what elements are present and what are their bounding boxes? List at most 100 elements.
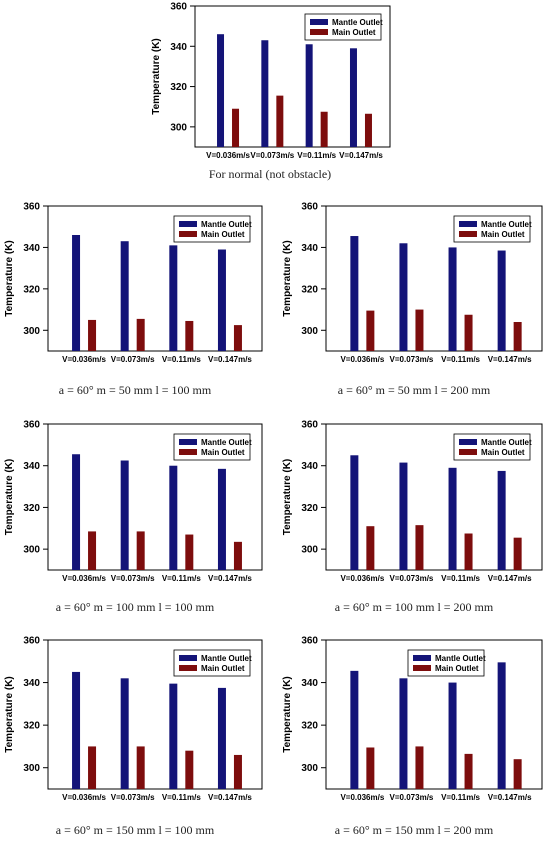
chart-caption: a = 60° m = 150 mm l = 200 mm [334, 823, 494, 837]
legend-box [173, 215, 251, 243]
x-tick-label: V=0.147m/s [208, 793, 252, 802]
bar-mantle-outlet [448, 682, 457, 789]
chart-panel-2: 300 320 340 360 Temperature (K) V=0.036m/s V=0… [278, 190, 550, 400]
plot-frame [47, 639, 263, 790]
x-tick-label: V=0.147m/s [488, 355, 532, 364]
legend-swatch [310, 19, 328, 25]
legend-label: Main Outlet [201, 448, 245, 457]
y-tick-label: 300 [301, 763, 318, 774]
legend-swatch [179, 231, 197, 237]
chart-panel-1: 300 320 340 360 Temperature (K) V=0.036m/s V=0… [0, 190, 270, 400]
x-tick-label: V=0.036m/s [340, 793, 384, 802]
x-tick-label: V=0.147m/s [339, 151, 383, 160]
y-axis-label: Temperature (K) [282, 676, 293, 753]
x-tick-label: V=0.036m/s [62, 574, 106, 583]
bar-main-outlet [513, 537, 522, 570]
legend-box [453, 433, 531, 461]
legend-swatch [310, 29, 328, 35]
y-tick-label: 340 [170, 42, 187, 53]
bar-main-outlet [136, 318, 145, 351]
x-tick-label: V=0.036m/s [206, 151, 250, 160]
bar-main-outlet [415, 309, 424, 351]
bar-main-outlet [185, 534, 194, 570]
bar-main-outlet [464, 314, 473, 351]
y-tick-label: 360 [301, 636, 318, 647]
bar-main-outlet [415, 746, 424, 789]
legend-swatch [179, 665, 197, 671]
bar-mantle-outlet [350, 455, 359, 570]
chart-1: 300 320 340 360 Temperature (K) V=0.036m/s V=0… [4, 202, 263, 364]
y-tick-label: 340 [301, 243, 318, 254]
x-tick-label: V=0.11m/s [162, 793, 201, 802]
bar-mantle-outlet [217, 468, 226, 570]
bar-mantle-outlet [497, 662, 506, 789]
legend-label: Main Outlet [435, 664, 479, 673]
legend-label: Main Outlet [201, 664, 245, 673]
y-tick-label: 340 [23, 243, 40, 254]
bar-main-outlet [136, 531, 145, 570]
y-tick-label: 320 [301, 503, 318, 514]
legend-label: Mantle Outlet [481, 438, 532, 447]
bar-mantle-outlet [217, 249, 226, 351]
bar-main-outlet [366, 747, 375, 789]
bar-main-outlet [366, 310, 375, 351]
legend-swatch [179, 221, 197, 227]
x-tick-label: V=0.073m/s [111, 793, 155, 802]
bar-main-outlet [232, 108, 240, 147]
bar-mantle-outlet [120, 241, 129, 351]
x-tick-label: V=0.073m/s [390, 793, 434, 802]
y-tick-label: 300 [23, 545, 40, 556]
bar-main-outlet [513, 322, 522, 351]
x-tick-label: V=0.036m/s [62, 793, 106, 802]
legend-label: Mantle Outlet [481, 220, 532, 229]
y-tick-label: 320 [23, 284, 40, 295]
chart-panel-6: 300 320 340 360 Temperature (K) V=0.036m/s V=0… [278, 624, 550, 840]
legend-box [407, 649, 485, 677]
legend-label: Main Outlet [201, 230, 245, 239]
bar-mantle-outlet [72, 671, 81, 789]
bar-mantle-outlet [350, 670, 359, 789]
x-tick-label: V=0.073m/s [111, 355, 155, 364]
bar-main-outlet [415, 525, 424, 570]
bar-mantle-outlet [399, 678, 408, 789]
legend-swatch [413, 655, 431, 661]
legend-label: Mantle Outlet [201, 654, 252, 663]
bar-main-outlet [276, 95, 284, 147]
bar-mantle-outlet [120, 678, 129, 789]
y-tick-label: 300 [23, 763, 40, 774]
y-tick-label: 360 [170, 2, 187, 13]
chart-4: 300 320 340 360 Temperature (K) V=0.036m/s V=0… [282, 420, 543, 583]
y-tick-label: 300 [170, 122, 187, 133]
y-tick-label: 360 [301, 420, 318, 431]
bar-mantle-outlet [399, 243, 408, 351]
y-axis-label: Temperature (K) [4, 676, 15, 753]
chart-panel-4: 300 320 340 360 Temperature (K) V=0.036m/s V=0… [278, 408, 550, 618]
legend-swatch [413, 665, 431, 671]
bar-mantle-outlet [169, 245, 178, 351]
bar-main-outlet [88, 746, 97, 789]
chart-panel-3: 300 320 340 360 Temperature (K) V=0.036m/s V=0… [0, 408, 270, 618]
y-tick-label: 340 [301, 678, 318, 689]
legend-swatch [179, 439, 197, 445]
x-tick-label: V=0.11m/s [162, 574, 201, 583]
legend-box [173, 649, 251, 677]
y-axis-label: Temperature (K) [282, 459, 293, 536]
bar-mantle-outlet [349, 48, 357, 147]
bar-mantle-outlet [448, 247, 457, 351]
bar-mantle-outlet [72, 235, 81, 351]
bar-main-outlet [513, 759, 522, 789]
legend-box [453, 215, 531, 243]
y-axis-label: Temperature (K) [4, 459, 15, 536]
legend-label: Mantle Outlet [332, 18, 383, 27]
chart-6: 300 320 340 360 Temperature (K) V=0.036m/s V=0… [282, 636, 543, 802]
y-tick-label: 320 [23, 721, 40, 732]
legend-swatch [459, 221, 477, 227]
chart-caption: a = 60° m = 50 mm l = 200 mm [337, 383, 491, 397]
bar-main-outlet [233, 541, 242, 570]
legend-swatch [179, 449, 197, 455]
y-tick-label: 360 [23, 420, 40, 431]
legend-box [173, 433, 251, 461]
bar-main-outlet [366, 526, 375, 570]
bar-mantle-outlet [72, 454, 81, 570]
legend-swatch [459, 449, 477, 455]
